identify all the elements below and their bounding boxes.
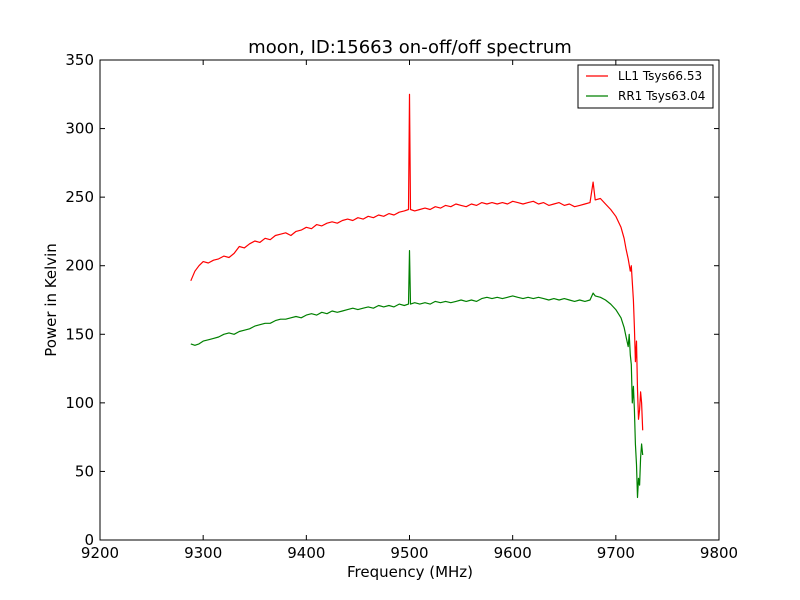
legend-label-1: LL1 Tsys66.53 bbox=[618, 69, 702, 83]
series-line-2 bbox=[190, 250, 644, 499]
y-tick-label: 0 bbox=[84, 531, 94, 549]
y-axis-label: Power in Kelvin bbox=[42, 243, 60, 357]
x-tick-label: 9500 bbox=[390, 544, 428, 562]
chart-title: moon, ID:15663 on-off/off spectrum bbox=[248, 37, 572, 58]
x-axis: 9200 9300 9400 9500 9600 9700 9800 bbox=[81, 60, 738, 562]
x-tick-label: 9600 bbox=[494, 544, 532, 562]
x-tick-label: 9700 bbox=[597, 544, 635, 562]
legend-box bbox=[577, 64, 714, 109]
y-tick-label: 50 bbox=[75, 462, 94, 480]
y-tick-label: 100 bbox=[65, 394, 94, 412]
y-axis: 0 50 100 150 200 250 300 350 bbox=[65, 51, 719, 549]
legend: LL1 Tsys66.53 RR1 Tsys63.04 bbox=[577, 64, 714, 109]
x-tick-label: 9300 bbox=[184, 544, 222, 562]
y-tick-label: 150 bbox=[65, 325, 94, 343]
x-tick-label: 9800 bbox=[700, 544, 738, 562]
y-tick-label: 200 bbox=[65, 257, 94, 275]
legend-label-2: RR1 Tsys63.04 bbox=[618, 89, 705, 103]
x-axis-label: Frequency (MHz) bbox=[347, 563, 473, 581]
y-tick-label: 300 bbox=[65, 120, 94, 138]
x-tick-label: 9400 bbox=[287, 544, 325, 562]
y-tick-label: 350 bbox=[65, 51, 94, 69]
x-tick-label: 9200 bbox=[81, 544, 119, 562]
y-tick-label: 250 bbox=[65, 188, 94, 206]
series-line-1 bbox=[190, 93, 644, 431]
